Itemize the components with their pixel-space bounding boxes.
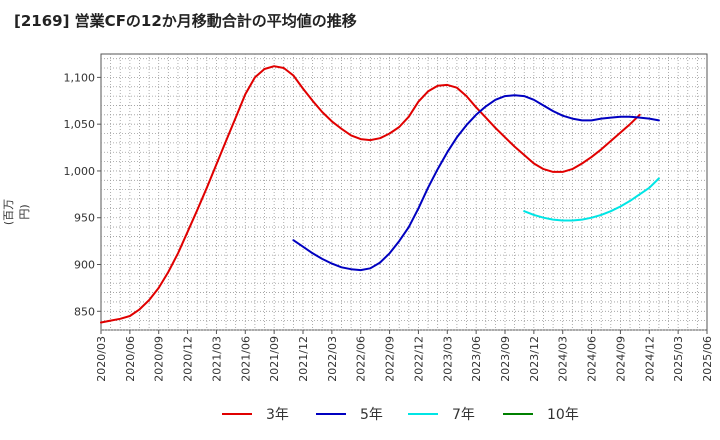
legend-swatch-5y	[316, 413, 346, 415]
x-tick-label: 2022/09	[384, 336, 397, 382]
x-tick-label: 2022/03	[326, 336, 339, 382]
y-tick-label: 950	[74, 212, 95, 225]
legend-swatch-3y	[222, 413, 252, 415]
x-tick-label: 2023/03	[441, 336, 454, 382]
x-tick-label: 2022/12	[412, 336, 425, 382]
legend-label-5y: 5年	[360, 407, 383, 423]
chart-title: [2169] 営業CFの12か月移動合計の平均値の推移	[14, 12, 357, 30]
x-tick-label: 2025/06	[701, 336, 714, 382]
x-tick-label: 2023/12	[528, 336, 541, 382]
series-line-0	[100, 65, 641, 324]
legend-label-10y: 10年	[547, 407, 579, 423]
x-tick-label: 2021/09	[268, 336, 281, 382]
legend-label-7y: 7年	[452, 407, 475, 423]
legend-item-3y: 3年	[222, 402, 289, 426]
x-tick-label: 2020/03	[95, 336, 108, 382]
x-tick-label: 2020/12	[182, 336, 195, 382]
legend: 3年 5年 7年 10年	[0, 402, 720, 426]
x-tick-label: 2023/06	[470, 336, 483, 382]
series-line-1	[292, 94, 660, 272]
x-tick-label: 2022/06	[355, 336, 368, 382]
legend-item-7y: 7年	[408, 402, 475, 426]
plot-area	[100, 53, 708, 331]
x-tick-label: 2021/03	[210, 336, 223, 382]
x-tick-label: 2021/06	[239, 336, 252, 382]
x-tick-label: 2025/03	[672, 336, 685, 382]
y-tick-label: 1,100	[64, 71, 96, 84]
y-tick-label: 1,050	[64, 118, 96, 131]
x-tick-label: 2020/09	[153, 336, 166, 382]
legend-item-5y: 5年	[316, 402, 383, 426]
y-tick-label: 900	[74, 259, 95, 272]
x-tick-labels: 2020/03 2020/06 2020/09 2020/12 2021/03 2021/…	[95, 330, 714, 382]
legend-swatch-10y	[503, 413, 533, 415]
x-tick-label: 2024/09	[614, 336, 627, 382]
x-tick-label: 2023/09	[499, 336, 512, 382]
x-tick-label: 2024/12	[643, 336, 656, 382]
legend-label-3y: 3年	[266, 407, 289, 423]
legend-swatch-7y	[408, 413, 438, 415]
x-tick-label: 2021/12	[297, 336, 310, 382]
legend-item-10y: 10年	[503, 402, 579, 426]
grid-lines	[101, 54, 707, 331]
series-lines	[100, 65, 660, 324]
x-tick-label: 2024/06	[586, 336, 599, 382]
y-tick-label: 1,000	[64, 165, 96, 178]
x-tick-label: 2024/03	[557, 336, 570, 382]
x-tick-label: 2020/06	[124, 336, 137, 382]
y-tick-label: 850	[74, 305, 95, 318]
y-tick-labels: 850 900 950 1,000 1,050 1,100	[64, 71, 101, 318]
series-line-2	[523, 177, 660, 222]
